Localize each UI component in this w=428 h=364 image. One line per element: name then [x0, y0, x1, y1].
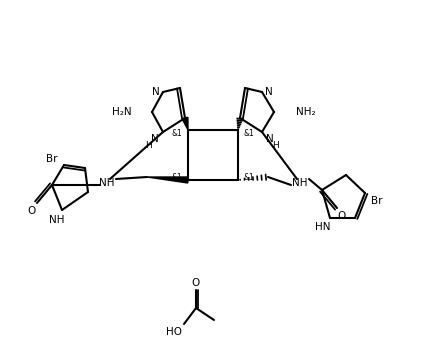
Text: H₂N: H₂N [113, 107, 132, 117]
Text: NH: NH [99, 178, 115, 188]
Text: N: N [151, 134, 159, 144]
Text: O: O [192, 278, 200, 288]
Text: &1: &1 [171, 128, 182, 138]
Text: &1: &1 [171, 173, 182, 182]
Text: Br: Br [46, 154, 58, 164]
Text: H: H [273, 141, 279, 150]
Text: O: O [338, 211, 346, 221]
Text: NH: NH [292, 178, 308, 188]
Text: &1: &1 [244, 173, 255, 182]
Text: HO: HO [166, 327, 182, 337]
Text: HN: HN [315, 222, 331, 232]
Polygon shape [147, 177, 188, 183]
Text: N: N [152, 87, 160, 97]
Text: N: N [266, 134, 274, 144]
Text: H: H [146, 141, 152, 150]
Text: O: O [28, 206, 36, 216]
Text: NH₂: NH₂ [296, 107, 315, 117]
Text: Br: Br [371, 196, 383, 206]
Text: NH: NH [49, 215, 65, 225]
Text: &1: &1 [244, 128, 255, 138]
Text: N: N [265, 87, 273, 97]
Polygon shape [182, 117, 188, 130]
